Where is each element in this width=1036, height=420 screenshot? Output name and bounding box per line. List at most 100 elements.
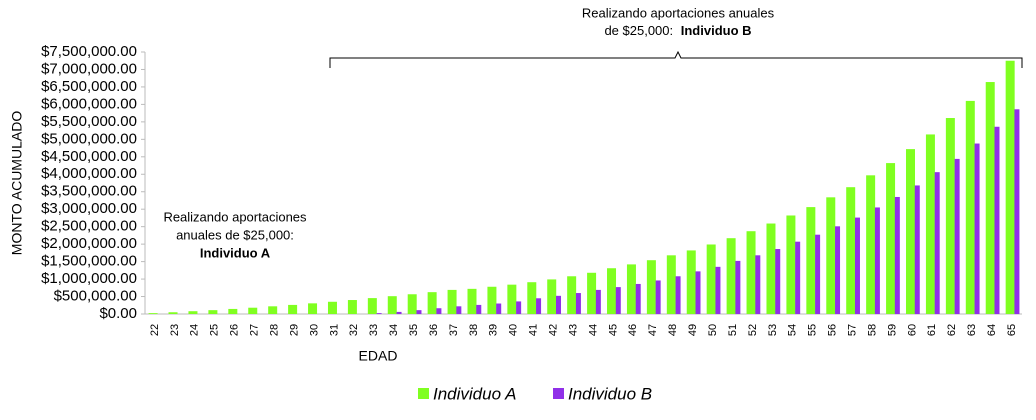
x-tick-label: 62 — [946, 324, 958, 336]
legend-label: Individuo A — [433, 384, 516, 403]
brace — [329, 50, 1023, 68]
bar — [826, 197, 836, 314]
x-axis-title: EDAD — [359, 348, 398, 364]
x-tick-label: 46 — [627, 324, 639, 336]
x-tick-label: 55 — [807, 324, 819, 336]
bar — [994, 126, 1000, 315]
y-tick-label: $6,500,000.00 — [41, 78, 137, 95]
bar — [806, 207, 816, 314]
bar — [666, 255, 676, 314]
x-tick-label: 33 — [368, 324, 380, 336]
y-tick-label: $4,000,000.00 — [41, 165, 137, 182]
bar — [288, 304, 298, 314]
annotation: Realizando aportaciones anuales — [582, 5, 775, 20]
bar — [905, 149, 915, 314]
bar — [496, 303, 502, 314]
bar — [974, 143, 980, 314]
y-tick-label: $0.00 — [99, 305, 137, 322]
bar — [755, 255, 761, 314]
bar — [615, 287, 621, 314]
x-tick-label: 45 — [607, 324, 619, 336]
bar — [308, 303, 318, 314]
annotation: anuales de $25,000: — [176, 227, 294, 242]
x-tick-label: 65 — [1006, 324, 1018, 336]
y-tick-label: $2,000,000.00 — [41, 235, 137, 252]
bar — [646, 260, 656, 314]
bar — [775, 249, 781, 314]
y-tick-label: $1,000,000.00 — [41, 270, 137, 287]
bar — [815, 234, 821, 314]
annotation-part: Individuo B — [681, 23, 752, 38]
x-tick-label: 42 — [548, 324, 560, 336]
bar — [168, 312, 178, 314]
annotation-part: de $25,000: — [604, 23, 676, 38]
bar — [447, 289, 457, 314]
bar — [854, 217, 860, 314]
x-tick-label: 29 — [288, 324, 300, 336]
x-tick-label: 31 — [328, 324, 340, 336]
bar — [715, 266, 721, 314]
legend-swatch — [553, 388, 564, 399]
annotation: Realizando aportaciones — [163, 209, 307, 224]
bar — [985, 82, 995, 314]
x-tick-label: 43 — [567, 324, 579, 336]
x-tick-label: 22 — [149, 324, 161, 336]
bar — [746, 231, 756, 314]
x-tick-label: 58 — [866, 324, 878, 336]
y-tick-label: $2,500,000.00 — [41, 218, 137, 235]
x-tick-label: 35 — [408, 324, 420, 336]
bar — [407, 294, 417, 314]
bar — [387, 296, 397, 314]
bar — [835, 226, 841, 314]
bar — [575, 293, 581, 314]
x-tick-label: 30 — [308, 324, 320, 336]
x-tick-label: 24 — [189, 324, 201, 336]
bar — [607, 268, 617, 314]
x-tick-label: 57 — [846, 324, 858, 336]
bar — [248, 307, 258, 314]
bar — [587, 272, 597, 314]
y-tick-label: $7,000,000.00 — [41, 60, 137, 77]
y-axis-title: MONTO ACUMULADO — [9, 111, 25, 256]
bar — [914, 185, 920, 314]
bar — [735, 260, 741, 314]
bar — [268, 306, 278, 314]
x-tick-label: 52 — [747, 324, 759, 336]
x-tick-label: 41 — [528, 324, 540, 336]
x-tick-label: 39 — [488, 324, 500, 336]
annotation: de $25,000: Individuo B — [604, 23, 751, 38]
bar — [635, 283, 641, 314]
x-tick-label: 64 — [986, 324, 998, 336]
bar — [188, 311, 198, 314]
x-tick-label: 51 — [727, 324, 739, 336]
bar — [476, 304, 482, 314]
bar — [347, 300, 357, 314]
bar — [547, 279, 557, 314]
bar — [675, 276, 681, 314]
x-tick-label: 23 — [169, 324, 181, 336]
bar — [706, 244, 716, 314]
bar — [945, 118, 955, 314]
x-tick-label: 63 — [966, 324, 978, 336]
y-tick-label: $7,500,000.00 — [41, 43, 137, 60]
bar — [695, 271, 701, 314]
bar — [1005, 60, 1015, 314]
x-tick-label: 59 — [886, 324, 898, 336]
bar — [376, 313, 382, 314]
y-tick-label: $3,500,000.00 — [41, 183, 137, 200]
bar — [327, 301, 337, 314]
x-tick-label: 26 — [229, 324, 241, 336]
bar — [527, 282, 537, 314]
bar — [766, 223, 776, 314]
x-tick-label: 28 — [268, 324, 280, 336]
bar — [795, 241, 801, 314]
x-tick-label: 36 — [428, 324, 440, 336]
bar — [786, 215, 796, 314]
bar — [367, 298, 377, 314]
y-tick-label: $4,500,000.00 — [41, 148, 137, 165]
x-tick-label: 49 — [687, 324, 699, 336]
bar — [954, 158, 960, 314]
bar — [1014, 109, 1020, 314]
bar — [686, 250, 696, 314]
bar — [416, 310, 422, 314]
